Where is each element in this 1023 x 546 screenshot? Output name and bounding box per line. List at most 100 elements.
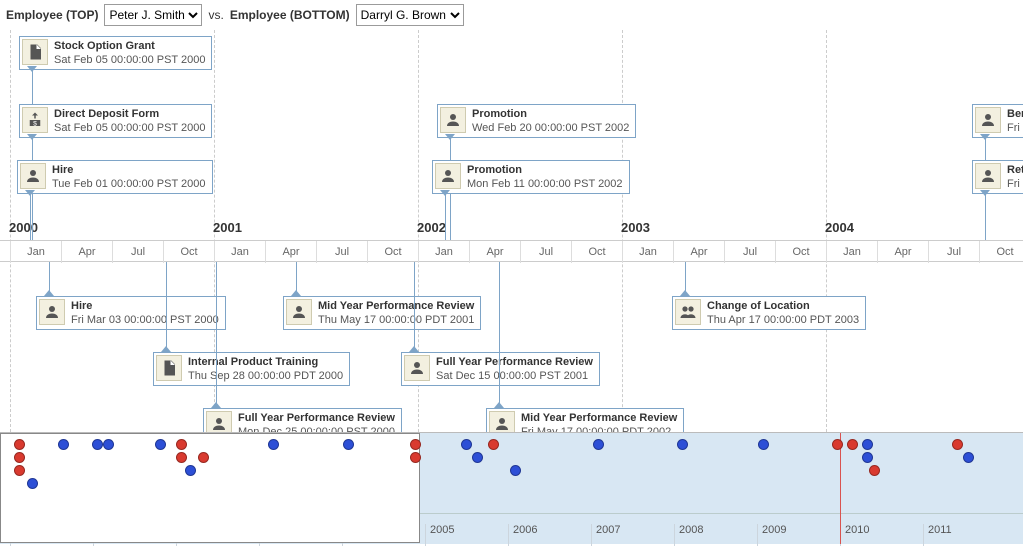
event-connector-tip: [211, 402, 221, 408]
event-date: Fri Mar 03 00:00:00 PST 2000: [71, 313, 219, 327]
top-event-card[interactable]: RetFri C: [972, 160, 1023, 194]
top-employee-select[interactable]: Peter J. Smith: [104, 4, 202, 26]
overview-current-marker: [840, 433, 841, 544]
event-date: Thu Sep 28 00:00:00 PDT 2000: [188, 369, 343, 383]
event-connector: [414, 262, 415, 352]
top-event-card[interactable]: PromotionWed Feb 20 00:00:00 PST 2002: [437, 104, 636, 138]
event-title: Hire: [52, 163, 206, 177]
bottom-event-card[interactable]: HireFri Mar 03 00:00:00 PST 2000: [36, 296, 226, 330]
event-connector-tip: [680, 290, 690, 296]
event-connector: [985, 192, 986, 240]
top-event-card[interactable]: BeneFri C: [972, 104, 1023, 138]
bottom-event-card[interactable]: Mid Year Performance ReviewThu May 17 00…: [283, 296, 481, 330]
overview-event-dot[interactable]: [176, 439, 187, 450]
month-label: Oct: [775, 241, 826, 263]
overview-event-dot[interactable]: [472, 452, 483, 463]
month-label: Jan: [622, 241, 673, 263]
overview-event-dot[interactable]: [14, 439, 25, 450]
overview-event-dot[interactable]: [176, 452, 187, 463]
comparison-header: Employee (TOP) Peter J. Smith vs. Employ…: [0, 0, 1023, 30]
overview-year-label: 2007: [591, 524, 620, 546]
year-label: 2001: [213, 220, 242, 235]
year-label: 2004: [825, 220, 854, 235]
month-label: Jul: [520, 241, 571, 263]
month-label: Jan: [214, 241, 265, 263]
event-title: Full Year Performance Review: [436, 355, 593, 369]
overview-strip[interactable]: 2000200120022003200420052006200720082009…: [0, 432, 1023, 544]
month-label: Apr: [265, 241, 316, 263]
bottom-employee-label: Employee (BOTTOM): [230, 8, 350, 22]
event-connector-tip: [494, 402, 504, 408]
event-connector: [216, 262, 217, 408]
bottom-event-card[interactable]: Internal Product TrainingThu Sep 28 00:0…: [153, 352, 350, 386]
overview-event-dot[interactable]: [832, 439, 843, 450]
overview-event-dot[interactable]: [410, 439, 421, 450]
event-title: Change of Location: [707, 299, 859, 313]
month-label: Apr: [469, 241, 520, 263]
event-date: Sat Feb 05 00:00:00 PST 2000: [54, 53, 205, 67]
overview-event-dot[interactable]: [92, 439, 103, 450]
overview-event-dot[interactable]: [198, 452, 209, 463]
overview-event-dot[interactable]: [343, 439, 354, 450]
overview-event-dot[interactable]: [14, 465, 25, 476]
overview-event-dot[interactable]: [27, 478, 38, 489]
overview-event-dot[interactable]: [461, 439, 472, 450]
overview-event-dot[interactable]: [510, 465, 521, 476]
overview-event-dot[interactable]: [952, 439, 963, 450]
overview-event-dot[interactable]: [593, 439, 604, 450]
event-connector-tip: [27, 134, 37, 140]
overview-event-dot[interactable]: [862, 452, 873, 463]
timeline-panel[interactable]: 20002001200220032004JanAprJulOctJanAprJu…: [0, 30, 1023, 544]
month-label: Jul: [724, 241, 775, 263]
event-connector-tip: [25, 190, 35, 196]
overview-event-dot[interactable]: [488, 439, 499, 450]
bottom-event-card[interactable]: Full Year Performance ReviewSat Dec 15 0…: [401, 352, 600, 386]
event-title: Promotion: [467, 163, 623, 177]
overview-event-dot[interactable]: [58, 439, 69, 450]
year-label: 2000: [9, 220, 38, 235]
overview-event-dot[interactable]: [963, 452, 974, 463]
bottom-employee-select[interactable]: Darryl G. Brown: [356, 4, 464, 26]
event-connector: [166, 262, 167, 352]
deposit-icon: $: [22, 107, 48, 133]
event-connector-tip: [445, 134, 455, 140]
overview-event-dot[interactable]: [155, 439, 166, 450]
overview-event-dot[interactable]: [869, 465, 880, 476]
overview-event-dot[interactable]: [758, 439, 769, 450]
event-connector-tip: [291, 290, 301, 296]
top-event-card[interactable]: PromotionMon Feb 11 00:00:00 PST 2002: [432, 160, 630, 194]
top-event-card[interactable]: Stock Option GrantSat Feb 05 00:00:00 PS…: [19, 36, 212, 70]
top-event-card[interactable]: HireTue Feb 01 00:00:00 PST 2000: [17, 160, 213, 194]
svg-text:$: $: [33, 120, 37, 127]
person-icon: [975, 107, 1001, 133]
overview-event-dot[interactable]: [410, 452, 421, 463]
event-title: Ret: [1007, 163, 1023, 177]
event-connector-tip: [44, 290, 54, 296]
month-label: Oct: [163, 241, 214, 263]
overview-event-dot[interactable]: [677, 439, 688, 450]
month-label: Jan: [826, 241, 877, 263]
overview-event-dot[interactable]: [268, 439, 279, 450]
event-date: Sat Dec 15 00:00:00 PST 2001: [436, 369, 593, 383]
overview-event-dot[interactable]: [103, 439, 114, 450]
overview-event-dot[interactable]: [862, 439, 873, 450]
overview-event-dot[interactable]: [847, 439, 858, 450]
event-title: Mid Year Performance Review: [318, 299, 474, 313]
event-connector-tip: [161, 346, 171, 352]
overview-event-dot[interactable]: [14, 452, 25, 463]
year-label: 2002: [417, 220, 446, 235]
month-label: Jul: [112, 241, 163, 263]
event-title: Bene: [1007, 107, 1023, 121]
event-connector: [30, 192, 31, 240]
event-connector-tip: [409, 346, 419, 352]
event-connector: [499, 262, 500, 408]
bottom-event-card[interactable]: Change of LocationThu Apr 17 00:00:00 PD…: [672, 296, 866, 330]
event-title: Promotion: [472, 107, 629, 121]
overview-year-label: 2008: [674, 524, 703, 546]
top-event-card[interactable]: $Direct Deposit FormSat Feb 05 00:00:00 …: [19, 104, 212, 138]
event-connector-tip: [980, 134, 990, 140]
overview-event-dot[interactable]: [185, 465, 196, 476]
person-icon: [440, 107, 466, 133]
event-title: Internal Product Training: [188, 355, 343, 369]
month-axis: JanAprJulOctJanAprJulOctJanAprJulOctJanA…: [0, 240, 1023, 262]
